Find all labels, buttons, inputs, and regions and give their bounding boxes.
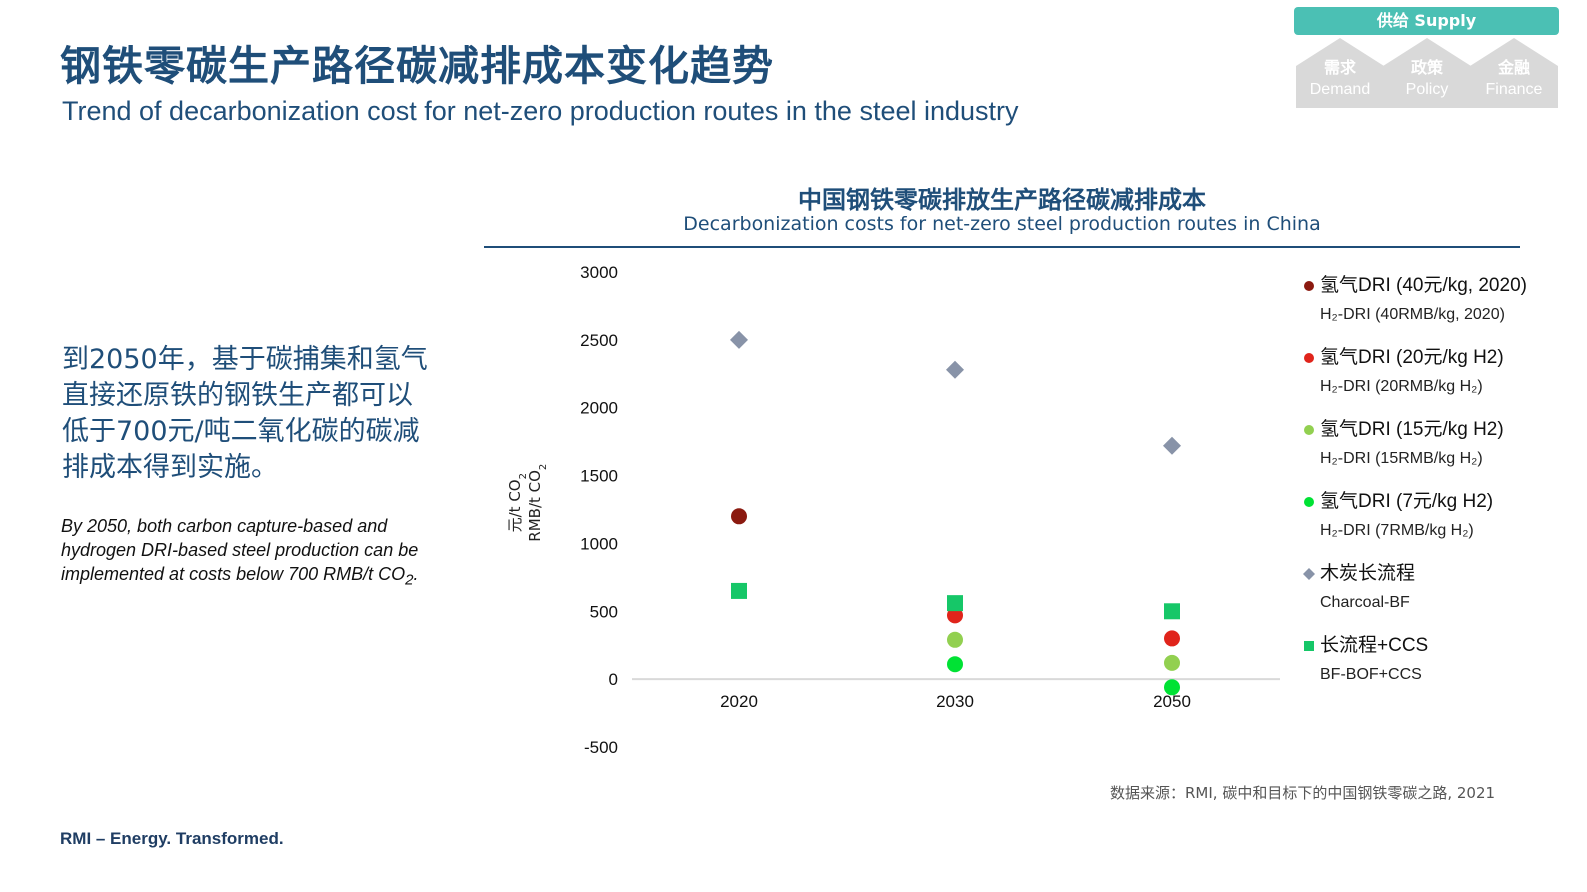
data-point — [1164, 630, 1180, 647]
chart-title-divider — [484, 246, 1520, 248]
data-point — [947, 656, 963, 673]
legend-marker-icon — [1304, 281, 1314, 291]
y-tick-label: -500 — [584, 738, 618, 757]
data-source: 数据来源：RMI, 碳中和目标下的中国钢铁零碳之路, 2021 — [1110, 784, 1496, 802]
legend-marker-icon — [1304, 641, 1314, 651]
legend-label-en: H₂-DRI (40RMB/kg, 2020) — [1320, 306, 1505, 323]
data-point — [731, 508, 747, 525]
tab-policy-zh: 政策 — [1410, 58, 1443, 77]
house-shape-icon — [1470, 38, 1558, 108]
y-axis-label-en: RMB/t CO2 — [526, 464, 549, 542]
data-point — [946, 360, 964, 379]
body-text-en-main: By 2050, both carbon capture-based and h… — [61, 516, 419, 584]
tab-finance-zh: 金融 — [1497, 58, 1530, 77]
y-tick-label: 2500 — [580, 331, 618, 350]
page-title-en: Trend of decarbonization cost for net-ze… — [62, 96, 1019, 126]
tab-demand-en: Demand — [1309, 81, 1371, 98]
scatter-chart: 3000 2500 2000 1500 1000 500 0 -500 2020 2030 205… — [506, 263, 1280, 757]
legend-label-en: BF-BOF+CCS — [1320, 666, 1422, 683]
y-tick-label: 1500 — [580, 467, 618, 486]
legend-label-zh: 氢气DRI (20元/kg H2) — [1320, 347, 1504, 368]
x-tick-label: 2020 — [720, 692, 758, 711]
tab-policy[interactable]: 政策 Policy — [1383, 38, 1471, 108]
legend-marker — [1303, 568, 1315, 580]
page-title-zh: 钢铁零碳生产路径碳减排成本变化趋势 — [60, 42, 774, 90]
house-shape-icon — [1383, 38, 1471, 108]
legend-label-zh: 氢气DRI (40元/kg, 2020) — [1320, 275, 1527, 296]
data-point — [947, 595, 963, 612]
legend-label-en: H₂-DRI (15RMB/kg H₂) — [1320, 450, 1483, 467]
data-point — [1163, 436, 1181, 455]
body-text-en-subscript: 2 — [405, 571, 414, 589]
legend-marker — [1304, 353, 1314, 363]
body-text-zh: 到2050年，基于碳捕集和氢气直接还原铁的钢铁生产都可以低于700元/吨二氧化碳… — [62, 344, 428, 483]
legend-label-en: Charcoal-BF — [1320, 594, 1410, 611]
chart-title-en: Decarbonization costs for net-zero steel… — [683, 213, 1321, 235]
data-point — [947, 607, 963, 624]
tab-finance-en: Finance — [1485, 81, 1543, 98]
tab-supply[interactable]: 供给 Supply — [1294, 7, 1559, 35]
legend-label-zh: 长流程+CCS — [1320, 635, 1429, 656]
legend-marker — [1304, 425, 1314, 435]
body-text-en: By 2050, both carbon capture-based and h… — [61, 514, 441, 593]
legend-marker — [1304, 497, 1314, 507]
legend-label-en: H₂-DRI (20RMB/kg H₂) — [1320, 378, 1483, 395]
legend-label-en: H₂-DRI (7RMB/kg H₂) — [1320, 522, 1474, 539]
data-point — [1164, 654, 1180, 671]
legend-marker-icon — [1303, 568, 1315, 580]
y-tick-label: 3000 — [580, 263, 618, 282]
data-point — [730, 330, 748, 349]
y-tick-label: 500 — [590, 602, 618, 621]
legend-marker-icon — [1304, 497, 1314, 507]
y-tick-label: 2000 — [580, 399, 618, 418]
tab-finance[interactable]: 金融 Finance — [1470, 38, 1558, 108]
legend-marker-icon — [1304, 425, 1314, 435]
data-point — [1164, 603, 1180, 620]
tab-demand[interactable]: 需求 Demand — [1296, 38, 1384, 108]
legend-marker-icon — [1304, 353, 1314, 363]
x-tick-label: 2030 — [936, 692, 974, 711]
data-point — [1164, 679, 1180, 696]
body-text-en-end: . — [413, 564, 419, 584]
data-point — [731, 582, 747, 599]
house-shape-icon — [1296, 38, 1384, 108]
y-axis-label-zh: 元/t CO2 — [506, 473, 529, 532]
legend-marker — [1304, 281, 1314, 291]
footer-brand: RMI – Energy. Transformed. — [60, 829, 284, 848]
y-tick-label: 0 — [609, 670, 618, 689]
legend-marker — [1304, 641, 1314, 651]
tab-policy-en: Policy — [1405, 81, 1449, 98]
chart-title-zh: 中国钢铁零碳排放生产路径碳减排成本 — [798, 186, 1206, 214]
tab-demand-zh: 需求 — [1323, 58, 1356, 77]
legend-label-zh: 氢气DRI (15元/kg H2) — [1320, 419, 1504, 440]
y-tick-label: 1000 — [580, 534, 618, 553]
legend-label-zh: 木炭长流程 — [1320, 563, 1416, 584]
data-point — [947, 631, 963, 648]
x-tick-label: 2050 — [1153, 692, 1191, 711]
legend-label-zh: 氢气DRI (7元/kg H2) — [1320, 491, 1494, 512]
